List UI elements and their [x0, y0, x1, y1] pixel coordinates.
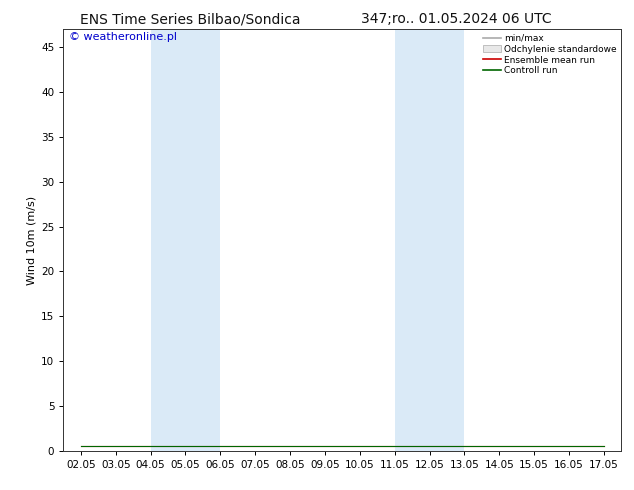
Bar — [394, 29, 464, 451]
Text: © weatheronline.pl: © weatheronline.pl — [69, 31, 177, 42]
Y-axis label: Wind 10m (m/s): Wind 10m (m/s) — [27, 196, 37, 285]
Bar — [150, 29, 221, 451]
Legend: min/max, Odchylenie standardowe, Ensemble mean run, Controll run: min/max, Odchylenie standardowe, Ensembl… — [481, 32, 619, 77]
Text: 347;ro.. 01.05.2024 06 UTC: 347;ro.. 01.05.2024 06 UTC — [361, 12, 552, 26]
Text: ENS Time Series Bilbao/Sondica: ENS Time Series Bilbao/Sondica — [80, 12, 301, 26]
